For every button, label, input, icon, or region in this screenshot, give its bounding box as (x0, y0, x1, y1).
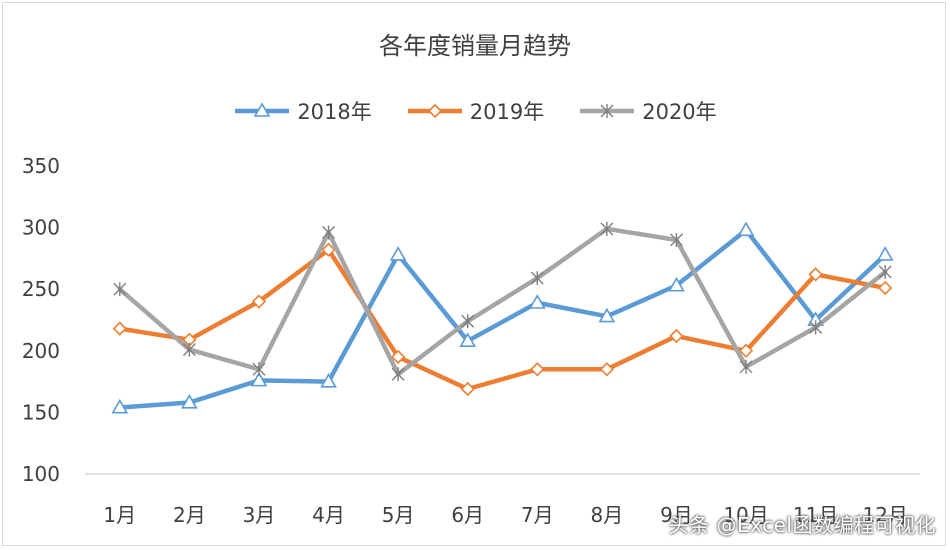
y-tick-label: 150 (22, 400, 60, 424)
series-2-point (809, 320, 823, 335)
series-2-point (252, 362, 266, 377)
series-1-point (808, 267, 823, 282)
y-tick-label: 100 (22, 462, 60, 486)
legend-swatch-2 (580, 104, 635, 118)
series-0-point (459, 332, 477, 347)
x-tick-label: 5月 (382, 503, 415, 527)
series-0-point (737, 221, 755, 237)
legend-item-0: 2018年 (233, 96, 372, 126)
series-1-point (112, 321, 127, 336)
series-1-point (738, 343, 754, 358)
series-0-point (250, 371, 268, 387)
series-1-point (321, 242, 336, 257)
series-0-point (598, 307, 616, 323)
series-line-0 (117, 227, 888, 410)
series-2-point (461, 314, 475, 329)
x-tick-label: 10月 (723, 503, 768, 527)
x-tick-label: 7月 (521, 503, 554, 527)
legend-label-2: 2020年 (642, 100, 717, 124)
x-tick-label: 12月 (862, 503, 907, 527)
series-0-point (876, 246, 894, 261)
y-tick-label: 300 (22, 216, 60, 240)
series-1-point (530, 362, 545, 377)
series-0-point (668, 276, 685, 292)
series-1-point (669, 328, 684, 344)
series-2-point (322, 225, 336, 240)
x-tick-label: 4月 (312, 503, 345, 527)
legend-label-0: 2018年 (297, 100, 372, 124)
y-tick-label: 250 (22, 277, 60, 301)
series-0-point (320, 372, 337, 388)
x-tick-label: 11月 (793, 503, 838, 527)
series-2-point (600, 221, 614, 236)
series-0-point (528, 294, 546, 309)
series-1-point (390, 349, 406, 365)
legend-label-1: 2019年 (469, 100, 545, 124)
x-tick-label: 3月 (243, 503, 276, 527)
series-line-1 (117, 247, 888, 392)
series-1-point (599, 362, 615, 377)
series-2-point (739, 359, 753, 374)
legend-swatch-1 (407, 103, 462, 119)
x-tick-label: 1月 (103, 503, 136, 527)
chart-title: 各年度销量月趋势 (379, 32, 571, 60)
watermark-text: 头条 @Excel函数编程可视化 (668, 513, 936, 537)
y-tick-label: 350 (22, 154, 60, 178)
series-2-point (669, 232, 683, 247)
series-0-point (111, 398, 129, 414)
chart-legend: 2018年 2019年 2020年 (0, 96, 950, 126)
series-1-point (251, 294, 267, 309)
x-tick-label: 9月 (660, 503, 693, 527)
series-2-point (113, 282, 127, 297)
legend-swatch-0 (235, 102, 290, 117)
x-tick-label: 8月 (591, 503, 624, 527)
legend-item-1: 2019年 (406, 96, 544, 126)
series-2-point (530, 271, 544, 286)
series-line-2 (117, 226, 888, 377)
legend-item-2: 2020年 (578, 96, 717, 126)
series-1-point (878, 280, 893, 296)
series-1-point (460, 381, 475, 397)
series-2-point (878, 264, 892, 279)
y-tick-label: 200 (22, 339, 60, 363)
x-tick-label: 6月 (451, 503, 484, 527)
x-tick-label: 2月 (173, 503, 206, 527)
series-0-point (389, 246, 407, 261)
series-2-point (182, 342, 196, 357)
series-0-point (180, 393, 198, 409)
series-2-point (391, 367, 405, 382)
